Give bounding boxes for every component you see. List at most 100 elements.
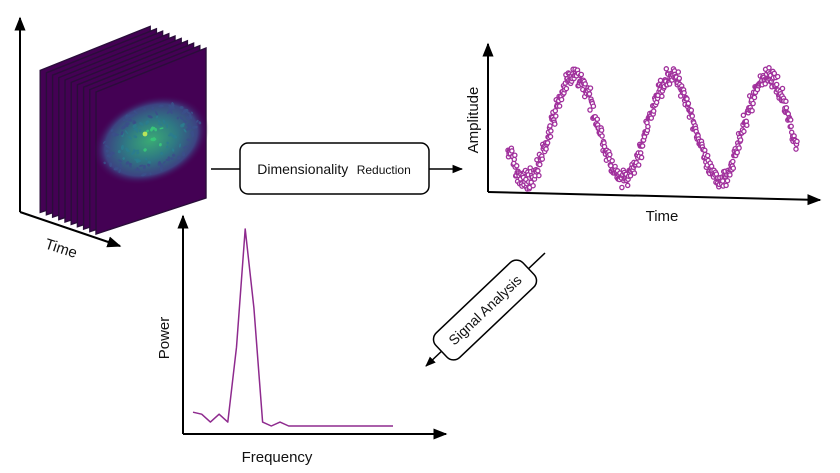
cell-speckle (133, 127, 139, 131)
scatter-point (724, 177, 731, 184)
scatter-point (638, 154, 645, 161)
scatter-point (688, 107, 695, 113)
cell-speckle (191, 132, 195, 138)
power-y-label: Power (156, 317, 173, 360)
cell-speckle (157, 123, 163, 126)
cell-speckle (110, 129, 114, 133)
scatter-point (587, 85, 594, 91)
scatter-point (788, 123, 794, 130)
signal-analysis-step: Signal Analysis (425, 252, 546, 367)
cell-speckle (179, 143, 181, 148)
scatter-point (685, 100, 692, 107)
scatter-point (631, 170, 638, 176)
scatter-point (587, 107, 593, 113)
scatter-point (578, 71, 585, 78)
cell-speckle (139, 122, 144, 126)
scatter-point (563, 85, 570, 92)
cell-speckle (145, 120, 150, 124)
cell-speckle (166, 123, 169, 129)
scatter-point (779, 85, 786, 92)
scatter-point (553, 113, 559, 119)
cell-speckle (125, 114, 129, 120)
cell-speckle (182, 145, 189, 149)
scatter-point (723, 182, 729, 189)
scatter-point (645, 123, 651, 130)
cell-speckle (176, 116, 179, 120)
cell-speckle (191, 125, 197, 129)
cell-speckle (171, 102, 175, 108)
scatter-point (666, 81, 673, 87)
image-stack: Time (14, 16, 209, 262)
cell-speckle (169, 132, 174, 137)
cell-speckle (128, 162, 132, 168)
cell-speckle (150, 126, 156, 131)
cell-speckle (138, 129, 142, 133)
scatter-point (774, 73, 781, 80)
signal-analysis-box (432, 259, 538, 361)
cell-speckle (123, 124, 127, 128)
cell-speckle (166, 145, 169, 149)
cell-speckle (151, 107, 155, 111)
cell-speckle (143, 148, 147, 152)
cell-speckle (149, 172, 152, 175)
cell-speckle (176, 155, 181, 160)
reduction-box (239, 142, 430, 195)
scatter-point (513, 163, 520, 169)
cell-speckle (168, 134, 171, 137)
cell-speckle (154, 127, 158, 132)
amplitude-points (505, 65, 800, 192)
cell-speckle (147, 163, 151, 167)
cell-speckle (102, 140, 106, 144)
scatter-point (730, 158, 736, 165)
cell-speckle (105, 149, 109, 153)
cell-speckle (190, 111, 194, 114)
scatter-point (639, 143, 646, 149)
scatter-point (750, 100, 756, 107)
scatter-point (689, 113, 696, 119)
cell-speckle (185, 116, 191, 120)
reduction-label-main: Dimensionality (257, 161, 348, 177)
cell-speckle (168, 104, 173, 109)
scatter-point (737, 137, 744, 143)
cell-speckle (145, 157, 148, 161)
cell-speckle (160, 151, 164, 155)
cell-speckle (166, 141, 169, 145)
cell-speckle (157, 161, 161, 166)
cell-speckle (195, 125, 198, 129)
scatter-point (773, 81, 780, 88)
scatter-point (511, 156, 518, 163)
scatter-point (751, 94, 758, 101)
scatter-point (783, 105, 790, 111)
cell-speckle (120, 144, 125, 151)
cell-speckle (158, 143, 162, 147)
cell-speckle (159, 165, 163, 171)
scatter-point (547, 133, 554, 140)
power-spectrum-line (192, 228, 393, 427)
cell-speckle (186, 138, 191, 142)
cell-speckle (179, 106, 184, 110)
cell-speckle (183, 128, 187, 133)
scatter-point (509, 148, 515, 154)
scatter-point (609, 158, 615, 164)
scatter-point (793, 146, 799, 152)
scatter-point (681, 90, 687, 96)
scatter-point (744, 122, 750, 129)
scatter-point (586, 91, 593, 97)
cell-speckle (186, 126, 192, 131)
cell-speckle (109, 162, 113, 167)
cell-speckle (103, 161, 106, 165)
cell-speckle (126, 119, 132, 122)
reduction-label: Dimensionality Reduction (257, 161, 411, 178)
scatter-point (740, 112, 747, 119)
scatter-point (741, 128, 747, 135)
cell-speckle (154, 110, 159, 116)
cell-speckle (179, 116, 184, 120)
cell-speckle (182, 119, 187, 124)
cell-speckle (172, 153, 176, 157)
cell-speckle (112, 133, 116, 137)
cell-speckle (119, 162, 122, 169)
power-spectrum-series (192, 228, 393, 427)
cell-speckle (147, 115, 153, 119)
scatter-point (598, 127, 605, 133)
